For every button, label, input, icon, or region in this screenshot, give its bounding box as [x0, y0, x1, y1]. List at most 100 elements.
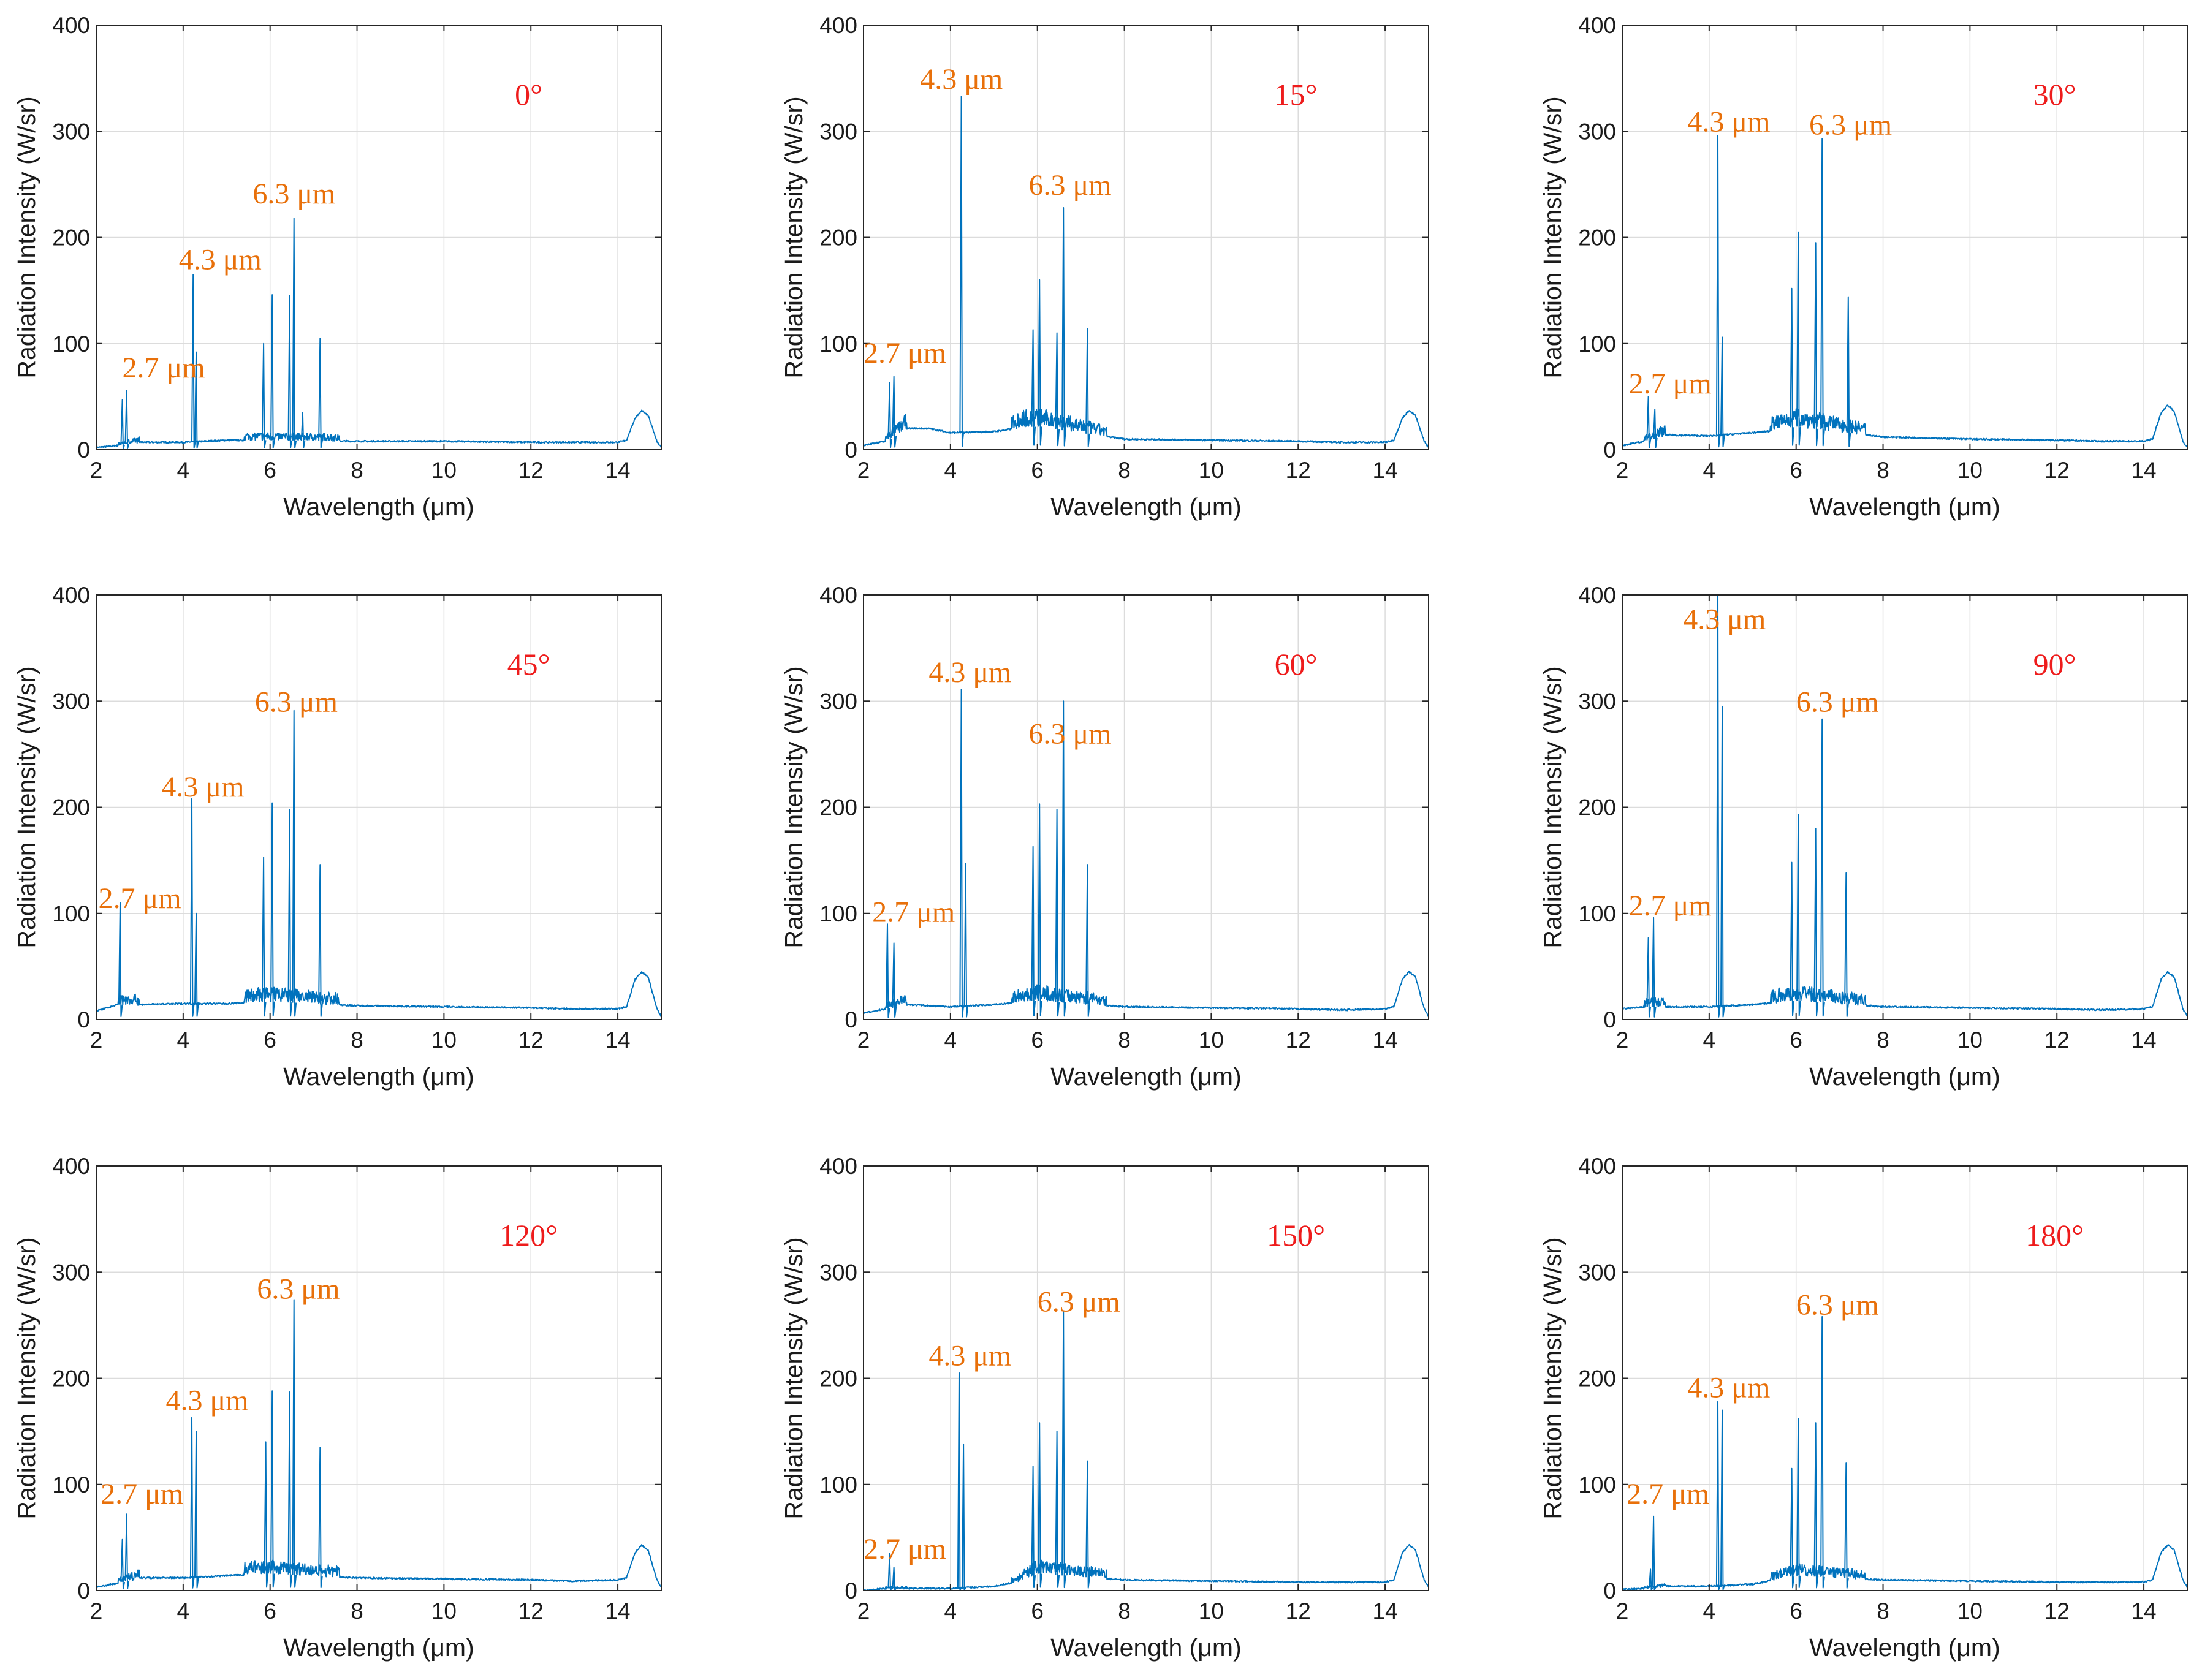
- chart-panel-8: 2 4 6 8 10 12 14 0 100 200 300 400 Wavelength (μm) Ra…: [1538, 1154, 2188, 1662]
- chart-panel-4: 2 4 6 8 10 12 14 0 100 200 300 400 Wavelength (μm) Ra…: [780, 583, 1429, 1091]
- x-tick-label: 12: [2044, 1027, 2070, 1053]
- spectral-peak: [1061, 700, 1066, 1017]
- y-tick-label: 400: [819, 583, 857, 608]
- y-tick-label: 200: [1578, 795, 1616, 820]
- band-annotation: 6.3 μm: [1029, 169, 1112, 202]
- y-tick-label: 0: [845, 1578, 857, 1603]
- spectral-peak: [1846, 296, 1851, 447]
- x-tick-label: 8: [1877, 1027, 1889, 1053]
- y-tick-label: 300: [1578, 1260, 1616, 1285]
- spectrum-line: [863, 970, 1429, 1018]
- x-tick-label: 12: [1286, 458, 1311, 483]
- spectrum-line: [1622, 404, 2188, 448]
- y-tick-label: 0: [845, 1007, 857, 1032]
- y-tick-label: 300: [1578, 119, 1616, 144]
- y-tick-label: 300: [52, 1260, 90, 1285]
- spectral-peak: [287, 809, 293, 1017]
- y-tick-label: 200: [819, 795, 857, 820]
- spectral-peak: [1085, 1460, 1090, 1589]
- x-tick-label: 4: [177, 1599, 190, 1624]
- angle-label: 45°: [507, 647, 550, 681]
- band-annotation: 2.7 μm: [864, 1533, 946, 1565]
- x-tick-label: 6: [1031, 458, 1044, 483]
- spectrum-line: [863, 1543, 1429, 1591]
- spectral-peak: [1820, 1316, 1825, 1589]
- spectral-peak: [287, 1391, 293, 1588]
- spectral-peak: [1790, 287, 1795, 446]
- y-tick-label: 0: [77, 1007, 90, 1032]
- spectral-peak: [1813, 242, 1819, 447]
- x-tick-label: 4: [1703, 458, 1716, 483]
- chart-panel-0: 2 4 6 8 10 12 14 0 100 200 300 400 Wavelength (μm) Ra…: [12, 13, 662, 521]
- spectral-peak: [1038, 279, 1042, 446]
- x-tick-label: 2: [857, 1027, 870, 1053]
- angle-label: 120°: [499, 1218, 558, 1252]
- band-annotation: 2.7 μm: [101, 1478, 183, 1510]
- y-tick-label: 400: [1578, 1154, 1616, 1179]
- x-axis-label: Wavelength (μm): [283, 1062, 474, 1091]
- x-tick-label: 8: [1118, 1599, 1131, 1624]
- band-annotation: 4.3 μm: [928, 1340, 1011, 1372]
- y-axis-label: Radiation Intensity (W/sr): [1538, 96, 1566, 378]
- x-tick-label: 6: [1790, 1027, 1802, 1053]
- y-tick-label: 400: [52, 13, 90, 38]
- spectral-peak: [120, 399, 126, 450]
- x-tick-label: 10: [1957, 458, 1983, 483]
- y-tick-label: 100: [1578, 1472, 1616, 1497]
- x-tick-label: 14: [605, 1027, 630, 1053]
- band-annotation: 6.3 μm: [1029, 718, 1112, 751]
- y-tick-label: 100: [52, 901, 90, 926]
- y-tick-label: 0: [1603, 1007, 1616, 1032]
- y-tick-label: 200: [52, 795, 90, 820]
- chart-panel-7: 2 4 6 8 10 12 14 0 100 200 300 400 Wavelength (μm) Ra…: [780, 1154, 1429, 1662]
- spectral-peak: [1813, 828, 1819, 1017]
- y-tick-label: 400: [819, 13, 857, 38]
- x-tick-label: 4: [177, 1027, 190, 1053]
- band-annotation: 4.3 μm: [1687, 105, 1770, 138]
- chart-panel-3: 2 4 6 8 10 12 14 0 100 200 300 400 Wavelength (μm) Ra…: [12, 583, 662, 1091]
- x-tick-label: 8: [351, 458, 363, 483]
- y-axis-label: Radiation Intensity (W/sr): [780, 1237, 808, 1519]
- y-tick-label: 300: [819, 1260, 857, 1285]
- y-tick-label: 100: [819, 331, 857, 357]
- chart-panel-1: 2 4 6 8 10 12 14 0 100 200 300 400 Wavelength (μm) Ra…: [780, 13, 1429, 521]
- band-annotation: 6.3 μm: [1038, 1285, 1120, 1318]
- y-tick-label: 300: [819, 689, 857, 714]
- band-annotation: 6.3 μm: [1796, 686, 1879, 719]
- band-annotation: 2.7 μm: [99, 882, 181, 915]
- spectrum-line: [1622, 1544, 2188, 1591]
- spectral-peak: [1651, 1515, 1657, 1591]
- spectral-peak: [264, 1441, 269, 1588]
- y-tick-label: 400: [52, 1154, 90, 1179]
- spectral-peak: [1038, 1422, 1042, 1588]
- spectral-peak: [1796, 231, 1801, 446]
- x-tick-label: 6: [1031, 1599, 1044, 1624]
- spectral-peak: [318, 338, 323, 449]
- x-tick-label: 2: [1616, 458, 1629, 483]
- spectral-peak: [270, 1390, 275, 1588]
- spectral-peak: [1055, 332, 1060, 447]
- band-annotation: 4.3 μm: [920, 63, 1003, 96]
- spectral-peak: [189, 1417, 195, 1589]
- angle-label: 90°: [2033, 647, 2076, 681]
- spectral-peak: [1649, 1568, 1653, 1591]
- y-axis-label: Radiation Intensity (W/sr): [1538, 666, 1566, 948]
- band-annotation: 6.3 μm: [257, 1273, 340, 1306]
- band-annotation: 2.7 μm: [872, 896, 955, 929]
- band-annotation: 4.3 μm: [928, 656, 1011, 689]
- x-tick-label: 6: [264, 1599, 276, 1624]
- x-axis-label: Wavelength (μm): [1809, 1062, 2000, 1091]
- x-tick-label: 4: [1703, 1599, 1716, 1624]
- spectral-peak: [1646, 937, 1652, 1018]
- spectral-peak: [300, 412, 306, 448]
- x-tick-label: 2: [90, 1599, 103, 1624]
- x-tick-label: 14: [1372, 1027, 1397, 1053]
- chart-panel-6: 2 4 6 8 10 12 14 0 100 200 300 400 Wavelength (μm) Ra…: [12, 1154, 662, 1662]
- chart-panel-5: 2 4 6 8 10 12 14 0 100 200 300 400 Wavelength (μm) Ra…: [1538, 583, 2188, 1091]
- band-annotation: 2.7 μm: [1629, 890, 1712, 922]
- spectral-peak: [124, 1513, 130, 1589]
- y-tick-label: 100: [819, 901, 857, 926]
- spectral-peak: [892, 376, 897, 448]
- x-axis-label: Wavelength (μm): [283, 1633, 474, 1662]
